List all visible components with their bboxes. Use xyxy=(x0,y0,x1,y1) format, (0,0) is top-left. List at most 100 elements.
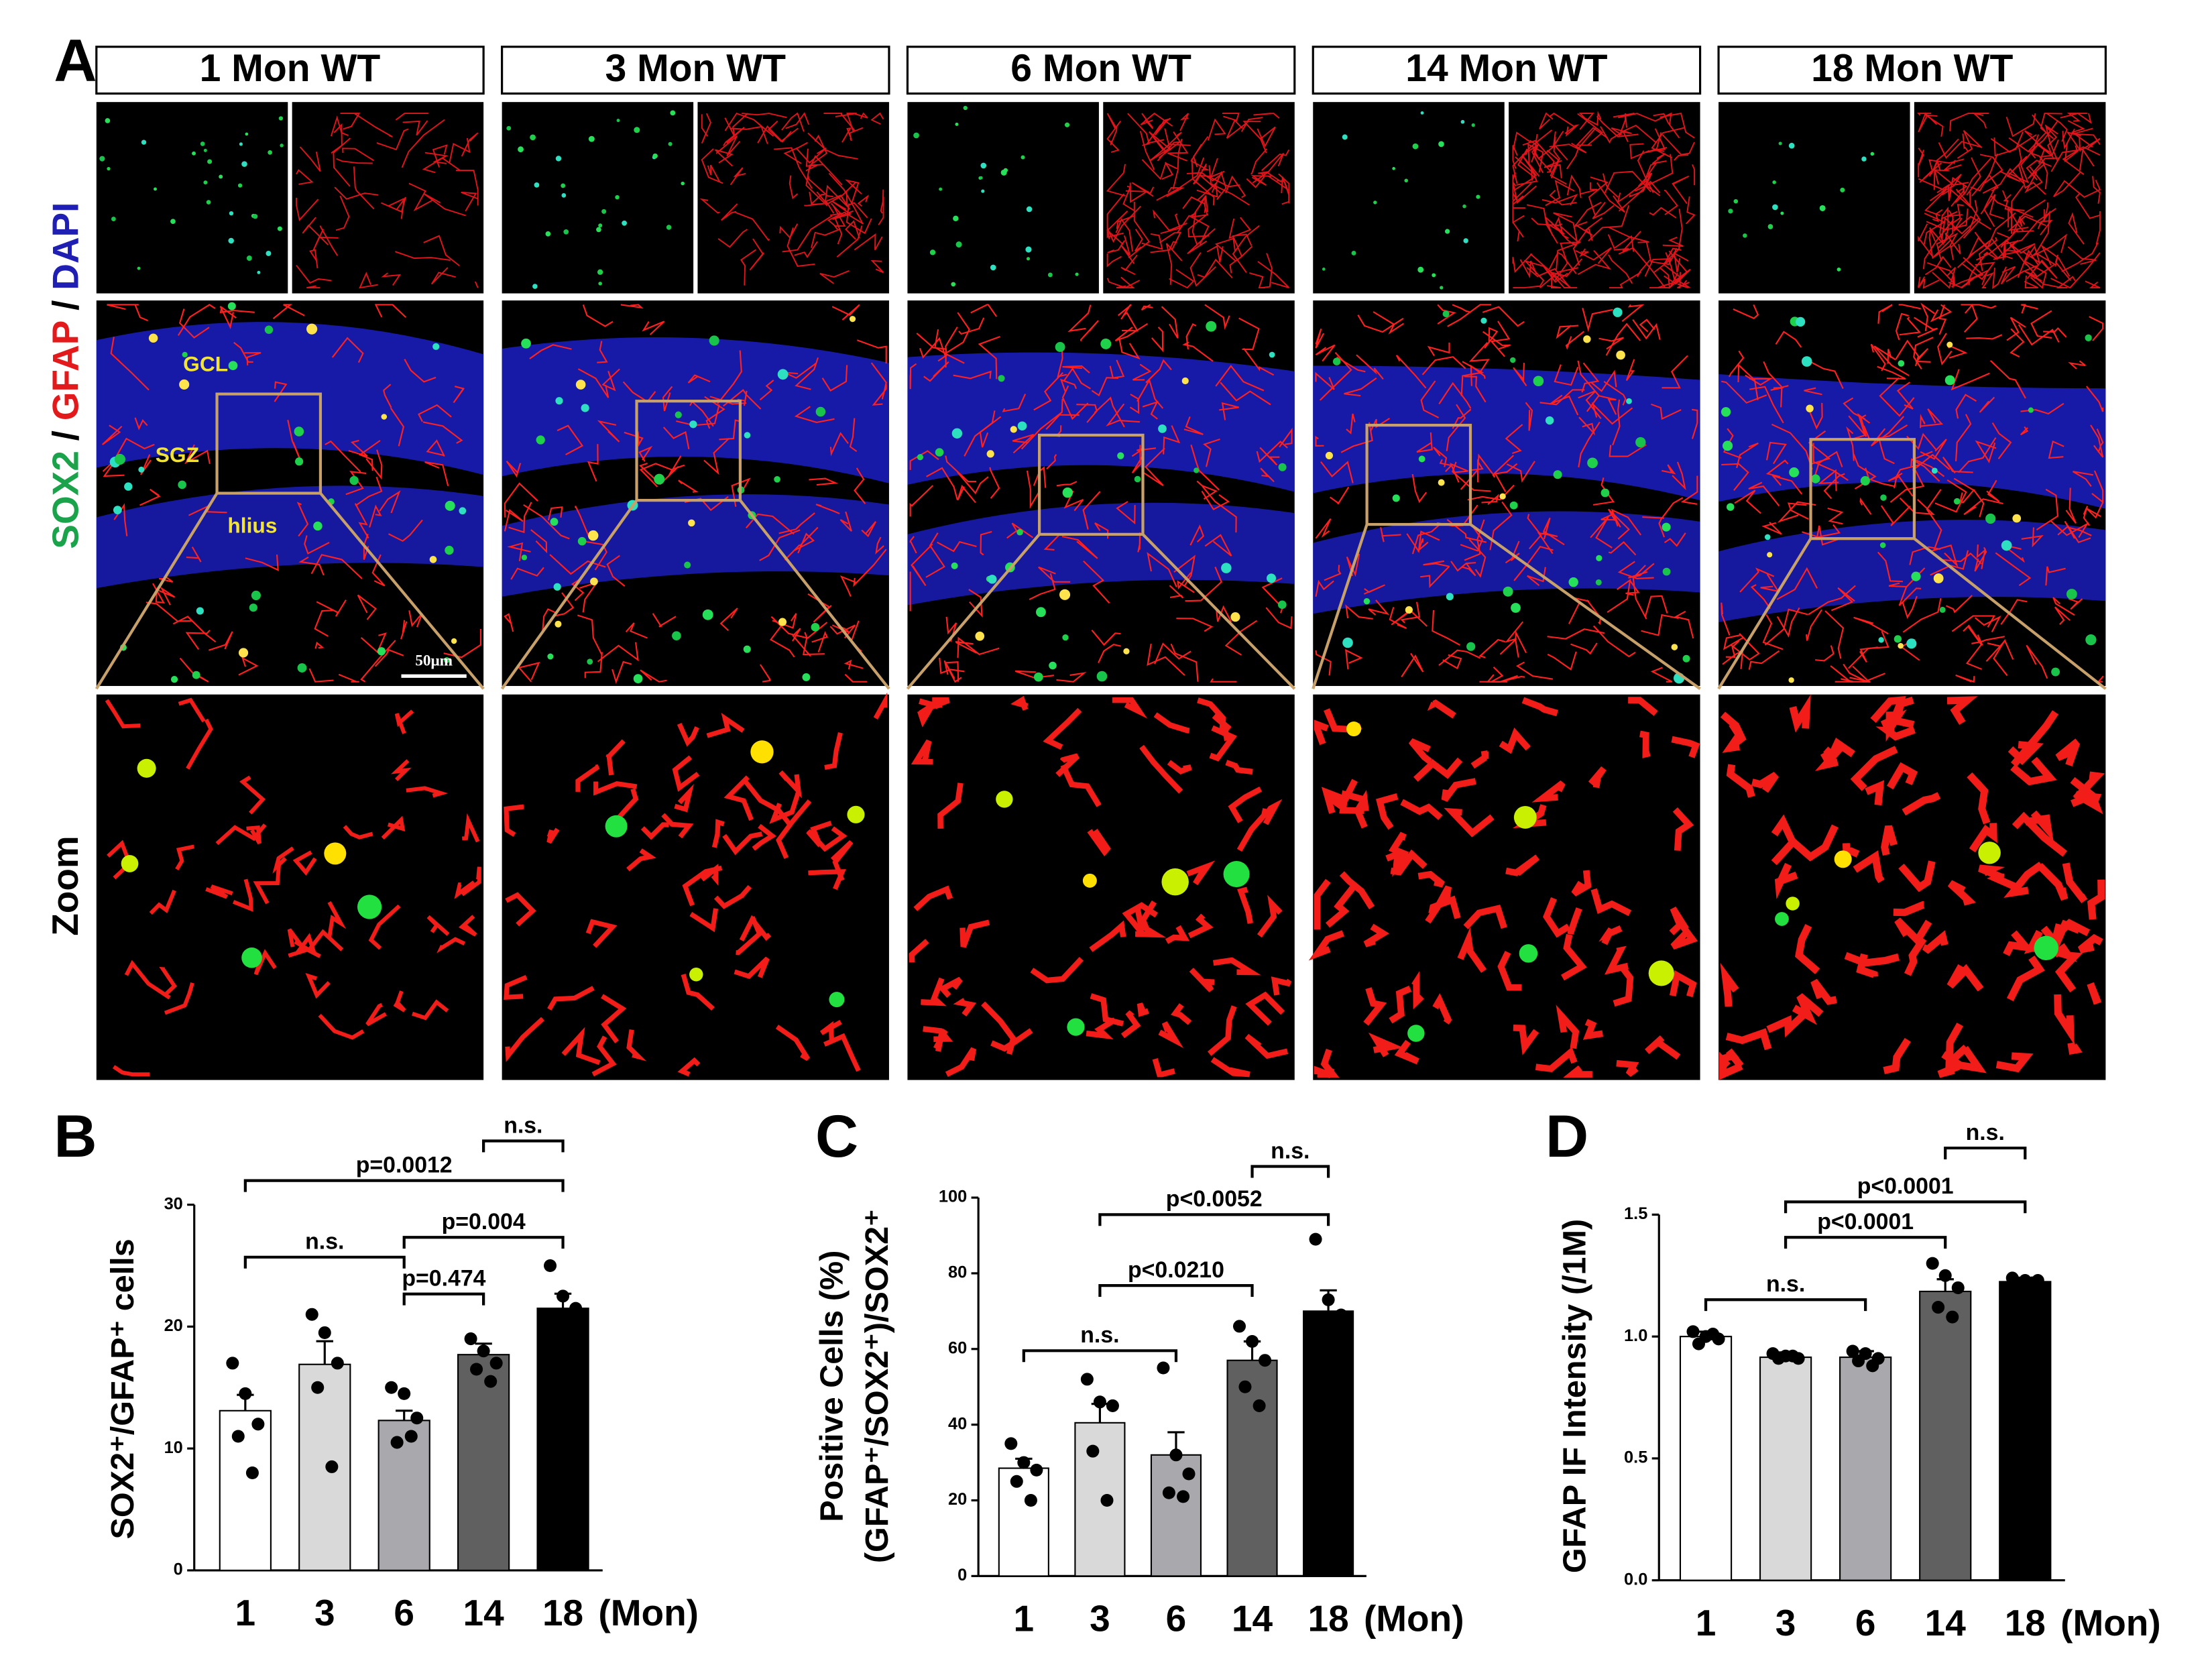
astrocyte-process xyxy=(507,542,531,561)
astrocyte-process xyxy=(1033,371,1063,411)
astrocyte-process xyxy=(809,192,825,206)
significance-label: n.s. xyxy=(1966,1120,2005,1145)
cell-dot xyxy=(1789,467,1800,477)
cell-dot xyxy=(206,200,211,205)
astrocyte-process xyxy=(1432,610,1460,646)
cell-dot xyxy=(1764,534,1771,540)
astrocyte-process xyxy=(1662,355,1688,389)
astrocyte-process xyxy=(1877,304,1893,324)
significance-bracket xyxy=(1784,1200,2027,1214)
astrocyte-process xyxy=(1645,1035,1681,1060)
astrocyte-process xyxy=(1172,138,1183,190)
astrocyte-process xyxy=(1765,441,1787,465)
astrocyte-process xyxy=(1468,538,1487,578)
x-tick-label: 3 xyxy=(1090,1598,1110,1639)
astrocyte-process xyxy=(1314,1065,1335,1079)
cell-dot xyxy=(107,167,111,171)
astrocyte-process xyxy=(1279,427,1293,448)
astrocyte-process xyxy=(1232,225,1260,274)
astrocyte-process xyxy=(1883,1037,1912,1075)
astrocyte-process xyxy=(1118,304,1132,320)
astrocyte-process xyxy=(597,642,639,662)
astrocyte-process xyxy=(606,555,626,587)
astrocyte-process xyxy=(825,194,850,214)
astrocyte-process xyxy=(2068,598,2083,610)
astrocyte-process xyxy=(1603,381,1627,406)
cell-dot xyxy=(278,116,284,121)
data-point xyxy=(1100,1494,1114,1507)
cell-dot xyxy=(200,141,205,146)
cell-dot xyxy=(1438,479,1445,486)
astrocyte-process xyxy=(1625,580,1640,596)
column-header: 18 Mon WT xyxy=(1811,47,2013,90)
astrocyte-process xyxy=(1844,952,1900,967)
micrograph xyxy=(292,102,484,294)
astrocyte-process xyxy=(717,229,748,248)
astrocyte-process xyxy=(1141,159,1177,180)
astrocyte-process xyxy=(1160,213,1181,235)
cell-dot xyxy=(1723,441,1733,451)
astrocyte-process xyxy=(945,327,965,364)
astrocyte-process xyxy=(359,272,378,289)
astrocyte-process xyxy=(1792,993,1824,1025)
astrocyte-process xyxy=(374,304,406,319)
astrocyte-process xyxy=(1210,678,1237,683)
astrocyte-process xyxy=(2048,440,2064,459)
astrocyte-process xyxy=(2063,180,2101,198)
astrocyte-process xyxy=(1512,222,1524,242)
astrocyte-process xyxy=(1967,772,1991,825)
astrocyte-process xyxy=(854,233,883,251)
astrocyte-process xyxy=(355,476,383,507)
astrocyte-process xyxy=(2068,212,2085,245)
cell-dot xyxy=(1123,648,1130,654)
data-point xyxy=(231,1430,245,1443)
astrocyte-process xyxy=(1010,695,1029,711)
astrocyte-process xyxy=(1512,253,1533,274)
astrocyte-process xyxy=(1252,171,1269,184)
astrocyte-process xyxy=(1563,1065,1592,1078)
astrocyte-process xyxy=(1641,614,1679,636)
astrocyte-process xyxy=(1082,491,1101,530)
astrocyte-process xyxy=(933,1029,948,1052)
astrocyte-process xyxy=(2000,599,2028,625)
x-tick-label: 3 xyxy=(314,1592,335,1633)
astrocyte-process xyxy=(1515,155,1540,177)
astrocyte-process xyxy=(1951,615,1995,632)
astrocyte-process xyxy=(789,175,799,200)
cell-dot xyxy=(601,209,607,214)
astrocyte-process xyxy=(232,878,253,912)
astrocyte-process xyxy=(873,692,888,719)
cell-dot xyxy=(1432,273,1436,278)
astrocyte-process xyxy=(1161,306,1179,339)
astrocyte-process xyxy=(1725,640,1740,658)
astrocyte-process xyxy=(909,939,929,963)
astrocyte-process xyxy=(1339,871,1375,910)
astrocyte-process xyxy=(1059,378,1078,393)
astrocyte-process xyxy=(1932,209,1943,223)
astrocyte-process xyxy=(1260,467,1275,483)
astrocyte-process xyxy=(1157,141,1182,162)
cell-dot xyxy=(182,351,188,357)
astrocyte-process xyxy=(1115,218,1133,252)
astrocyte-process xyxy=(1831,587,1855,612)
astrocyte-process xyxy=(331,123,343,154)
astrocyte-process xyxy=(1953,215,1991,231)
astrocyte-process xyxy=(1513,1024,1539,1055)
astrocyte-process xyxy=(934,329,949,362)
data-point xyxy=(318,1326,331,1339)
astrocyte-process xyxy=(296,169,314,185)
cell-dot xyxy=(1648,960,1674,986)
astrocyte-process xyxy=(735,211,770,241)
astrocyte-process xyxy=(1938,304,1947,335)
cell-dot xyxy=(1978,842,2001,864)
astrocyte-process xyxy=(1581,362,1600,393)
granule-layer xyxy=(502,494,889,597)
column-header-box xyxy=(1717,46,2107,95)
astrocyte-process xyxy=(1169,269,1195,289)
astrocyte-process xyxy=(577,368,609,398)
astrocyte-process xyxy=(272,304,305,319)
astrocyte-process xyxy=(335,195,350,231)
astrocyte-process xyxy=(1061,535,1098,559)
astrocyte-process xyxy=(1608,254,1633,284)
astrocyte-process xyxy=(139,488,161,506)
